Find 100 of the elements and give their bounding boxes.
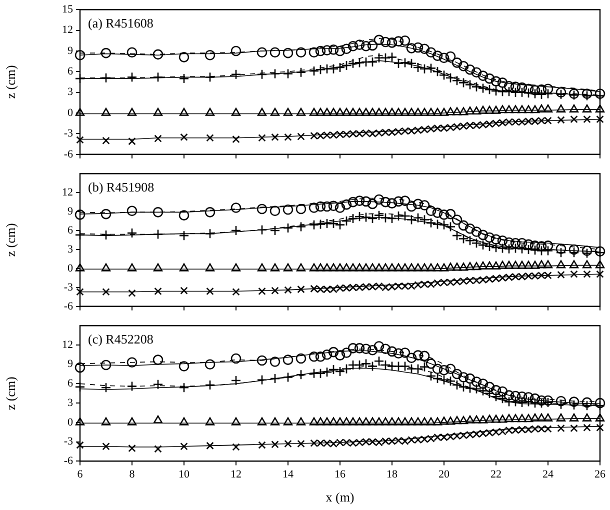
point (484, 73, 495, 84)
point (322, 108, 332, 116)
point (420, 280, 428, 288)
point (497, 235, 508, 246)
point (232, 443, 240, 451)
point (596, 270, 604, 278)
point (432, 263, 442, 272)
point (256, 204, 268, 214)
point (419, 362, 430, 372)
y-tick-label: 9 (68, 358, 74, 370)
point (394, 128, 402, 136)
point (127, 417, 137, 426)
point (179, 108, 189, 116)
point (367, 198, 378, 210)
point (518, 426, 526, 434)
point (316, 417, 326, 426)
point (557, 424, 565, 432)
point (178, 230, 190, 241)
point (452, 416, 462, 424)
point (536, 260, 546, 268)
point (336, 130, 344, 138)
point (490, 76, 502, 86)
point (342, 438, 350, 446)
point (128, 444, 136, 452)
point (75, 417, 85, 426)
point (486, 275, 494, 284)
point (178, 210, 190, 220)
point (232, 135, 240, 144)
point (453, 122, 461, 131)
y-tick-label: 6 (68, 378, 74, 390)
point (452, 214, 462, 225)
point (334, 220, 346, 230)
point (439, 416, 449, 425)
point (323, 131, 331, 139)
point (394, 263, 404, 272)
point (524, 414, 534, 422)
point (101, 263, 111, 272)
point (270, 108, 280, 116)
point (284, 440, 292, 448)
point (128, 289, 136, 297)
point (452, 58, 462, 68)
point (282, 68, 294, 79)
point (460, 432, 468, 440)
point (464, 223, 476, 234)
point (258, 287, 266, 296)
y-tick-label: 12 (62, 338, 73, 351)
y-tick-label: -6 (64, 148, 74, 160)
point (445, 208, 456, 220)
point (308, 202, 320, 213)
point (536, 104, 546, 112)
point (464, 64, 476, 75)
point (362, 129, 370, 137)
point (361, 417, 371, 426)
point (126, 47, 138, 58)
point (152, 207, 164, 218)
x-tick-label: 16 (334, 468, 346, 481)
point (354, 417, 364, 426)
point (543, 413, 553, 422)
point (498, 105, 508, 114)
point (419, 44, 430, 54)
point (512, 272, 520, 281)
point (465, 106, 475, 115)
point (348, 213, 358, 224)
point (504, 237, 514, 248)
point (374, 108, 384, 116)
point (328, 417, 338, 426)
point (446, 432, 454, 440)
point (412, 350, 424, 360)
point (205, 108, 215, 116)
point (382, 437, 390, 446)
point (426, 206, 436, 216)
point (204, 380, 216, 390)
point (230, 46, 242, 56)
point (518, 118, 526, 126)
point (341, 60, 352, 71)
y-tick-label: -3 (64, 436, 74, 448)
point (536, 395, 547, 406)
point (387, 108, 397, 116)
point (128, 137, 136, 146)
point (505, 118, 513, 126)
point (491, 414, 501, 423)
point (530, 413, 540, 422)
point (478, 261, 488, 270)
point (464, 373, 476, 384)
point (322, 350, 332, 360)
point (330, 131, 338, 139)
point (394, 108, 404, 116)
point (180, 442, 188, 450)
point (484, 414, 494, 423)
point (380, 196, 391, 208)
point (308, 66, 320, 76)
point (231, 417, 241, 426)
point (413, 417, 423, 426)
point (296, 47, 306, 58)
point (342, 130, 350, 138)
point (556, 87, 566, 98)
point (400, 263, 410, 272)
point (341, 216, 352, 226)
point (400, 108, 410, 116)
point (426, 417, 436, 426)
